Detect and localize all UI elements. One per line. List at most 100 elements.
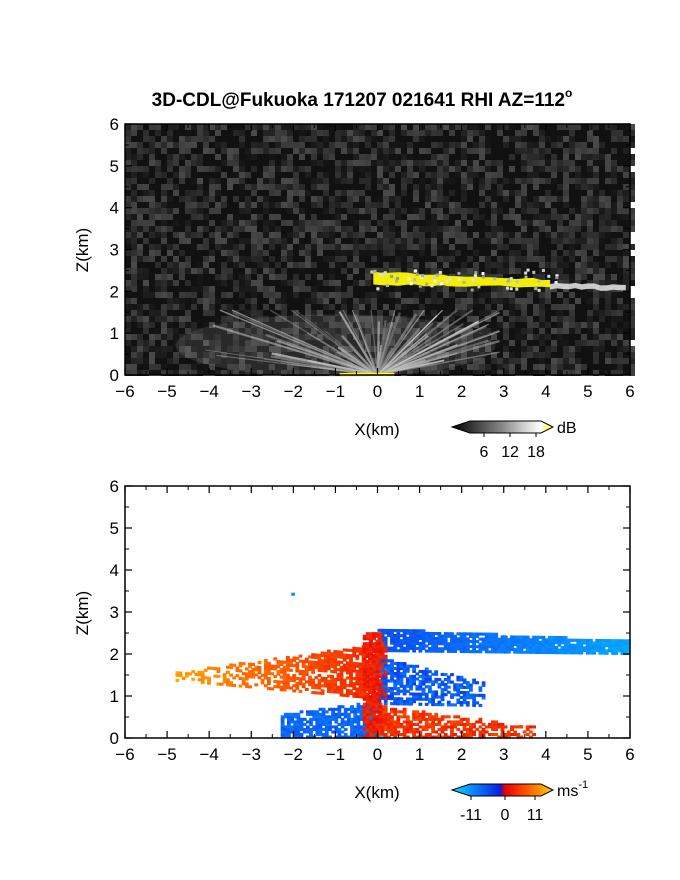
noise-cell (515, 196, 521, 202)
velocity-cell (279, 685, 284, 689)
velocity-cell (375, 634, 380, 638)
velocity-cell (503, 648, 508, 652)
noise-cell (377, 196, 383, 202)
noise-cell (203, 208, 209, 214)
velocity-cell (519, 650, 524, 654)
velocity-cell (443, 632, 448, 636)
noise-cell (353, 154, 359, 160)
noise-cell (575, 214, 581, 220)
noise-cell (425, 238, 431, 244)
velocity-cell (418, 702, 423, 706)
velocity-cell (431, 644, 435, 648)
noise-cell (257, 124, 263, 130)
velocity-cell (328, 735, 332, 739)
noise-cell (539, 340, 545, 346)
velocity-cell (387, 686, 391, 690)
echo-streak (376, 309, 458, 376)
velocity-cell (345, 653, 350, 657)
velocity-cell (365, 730, 370, 734)
velocity-cell (481, 722, 486, 726)
velocity-cell (320, 689, 325, 693)
velocity-cell (369, 715, 373, 719)
noise-cell (323, 280, 329, 286)
noise-cell (227, 184, 233, 190)
noise-cell (527, 328, 533, 334)
velocity-cell (563, 643, 568, 647)
noise-cell (569, 274, 575, 280)
noise-cell (617, 208, 623, 214)
noise-cell (491, 274, 497, 280)
noise-cell (185, 208, 191, 214)
noise-cell (605, 166, 611, 172)
noise-cell (605, 358, 611, 364)
noise-cell (401, 220, 407, 226)
noise-cell (281, 244, 287, 250)
noise-cell (413, 370, 419, 376)
noise-cell (623, 214, 629, 220)
velocity-cell (579, 643, 584, 647)
noise-cell (467, 244, 473, 250)
noise-cell (377, 142, 383, 148)
noise-cell (497, 130, 503, 136)
noise-cell (509, 370, 515, 376)
velocity-cell (334, 727, 339, 731)
noise-cell (257, 316, 263, 322)
velocity-cell (472, 681, 476, 685)
velocity-cell (383, 699, 388, 703)
velocity-cell (456, 688, 461, 692)
noise-cell (467, 364, 473, 370)
noise-cell (341, 136, 347, 142)
noise-cell (299, 130, 305, 136)
velocity-cell (607, 641, 612, 645)
velocity-cell (320, 664, 325, 668)
noise-cell (473, 148, 479, 154)
velocity-cell (626, 646, 631, 650)
noise-cell (497, 226, 503, 232)
noise-cell (179, 262, 185, 268)
noise-cell (545, 214, 551, 220)
velocity-cell (390, 676, 394, 680)
noise-cell (539, 256, 545, 262)
noise-cell (209, 220, 215, 226)
noise-cell (161, 214, 167, 220)
noise-cell (221, 316, 227, 322)
velocity-cell (317, 691, 322, 695)
noise-cell (365, 250, 371, 256)
velocity-cell (251, 675, 256, 679)
velocity-cell (342, 681, 347, 685)
noise-cell (371, 346, 377, 352)
velocity-cell (547, 638, 552, 642)
velocity-cell (334, 715, 339, 719)
noise-cell (215, 130, 221, 136)
noise-cell (137, 142, 143, 148)
noise-cell (131, 232, 137, 238)
noise-cell (503, 268, 509, 274)
velocity-cell (535, 638, 540, 642)
velocity-cell (286, 681, 290, 685)
velocity-cell (375, 677, 380, 681)
velocity-cell (314, 683, 319, 687)
velocity-cell (557, 641, 562, 645)
noise-cell (401, 190, 407, 196)
noise-cell (305, 298, 311, 304)
noise-cell (449, 190, 455, 196)
velocity-cell (462, 717, 467, 721)
velocity-cell (393, 641, 398, 645)
cloud-speckle (376, 287, 380, 291)
noise-cell (311, 160, 317, 166)
velocity-cell (494, 650, 499, 654)
noise-cell (233, 172, 239, 178)
velocity-cell (273, 685, 278, 689)
noise-cell (131, 208, 137, 214)
noise-cell (431, 268, 437, 274)
velocity-cell (421, 712, 426, 716)
velocity-cell (626, 649, 631, 653)
noise-cell (383, 184, 389, 190)
velocity-cell (364, 670, 369, 674)
velocity-cell (298, 669, 303, 673)
velocity-cell (377, 691, 382, 695)
velocity-cell (353, 715, 358, 719)
noise-cell (287, 250, 293, 256)
noise-cell (629, 268, 635, 274)
velocity-cell (309, 710, 313, 714)
